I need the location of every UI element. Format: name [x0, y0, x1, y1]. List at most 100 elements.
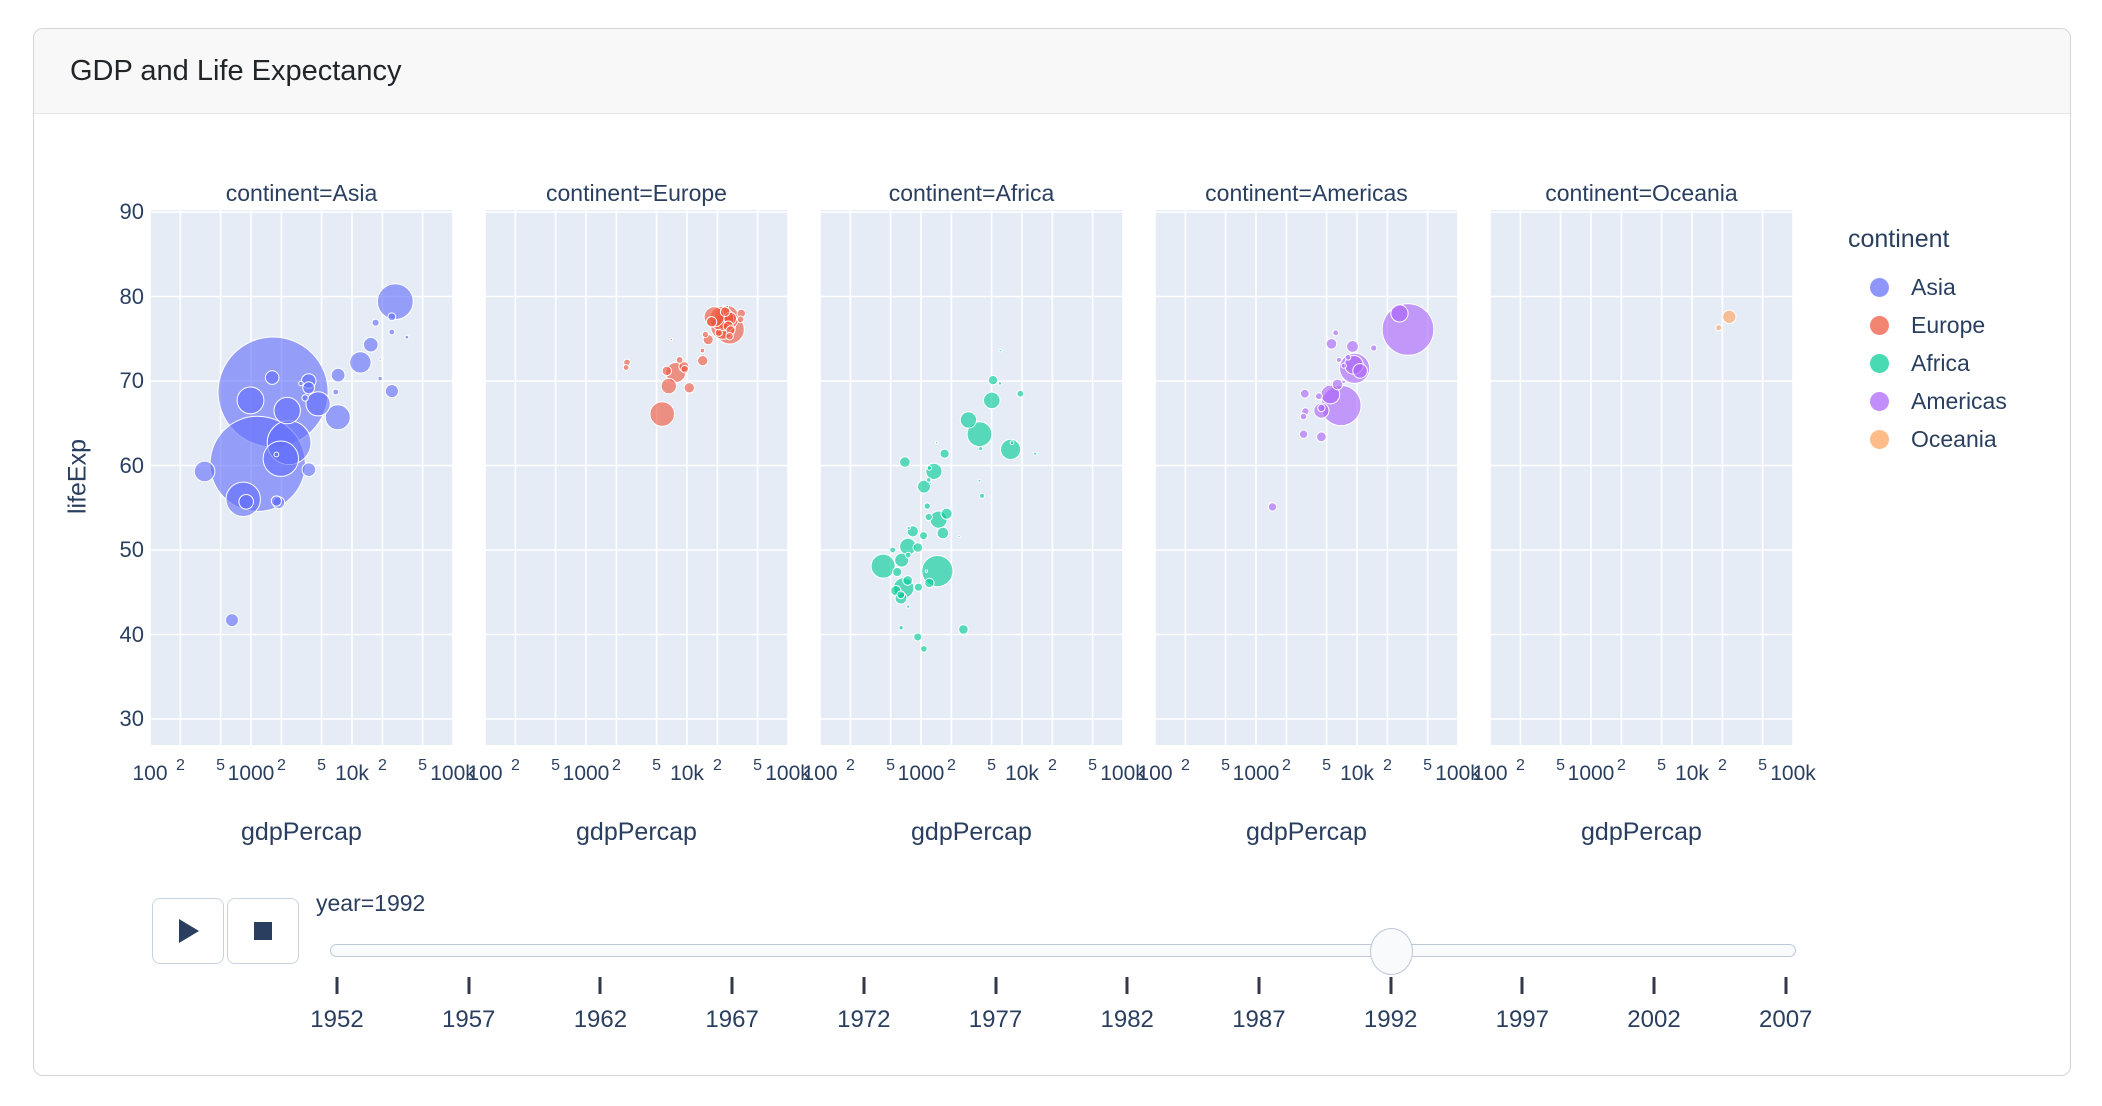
facet-plot-oceania[interactable] [1490, 210, 1793, 745]
bubble-europe[interactable] [669, 337, 674, 342]
bubble-europe[interactable] [736, 315, 745, 324]
bubble-americas[interactable] [1299, 412, 1308, 421]
play-button[interactable] [152, 898, 224, 964]
bubble-africa[interactable] [892, 566, 903, 578]
legend-item-africa[interactable]: Africa [1848, 344, 2007, 382]
bubble-africa[interactable] [906, 604, 911, 609]
bubble-europe[interactable] [697, 355, 709, 367]
bubble-europe[interactable] [705, 316, 718, 328]
bubble-africa[interactable] [904, 551, 912, 559]
bubble-europe[interactable] [675, 356, 684, 364]
bubble-americas[interactable] [1316, 431, 1327, 443]
bubble-americas[interactable] [1390, 304, 1409, 323]
legend-item-europe[interactable]: Europe [1848, 306, 2007, 344]
bubble-asia[interactable] [193, 460, 216, 483]
bubble-americas[interactable] [1332, 329, 1340, 337]
bubble-asia[interactable] [264, 370, 280, 385]
bubble-americas[interactable] [1340, 362, 1347, 369]
bubble-africa[interactable] [924, 577, 935, 589]
slider-tick-label[interactable]: 1962 [573, 1006, 628, 1033]
slider-tick-label[interactable]: 1977 [968, 1006, 1023, 1033]
stop-button[interactable] [227, 898, 299, 964]
bubble-asia[interactable] [236, 386, 265, 415]
bubble-asia[interactable] [238, 494, 254, 510]
bubble-africa[interactable] [934, 441, 939, 445]
bubble-africa[interactable] [978, 446, 984, 452]
slider-tick-label[interactable]: 1957 [441, 1006, 496, 1033]
bubble-americas[interactable] [1344, 354, 1352, 361]
bubble-americas[interactable] [1352, 363, 1368, 379]
bubble-africa[interactable] [979, 492, 985, 499]
bubble-oceania[interactable] [1715, 324, 1723, 332]
bubble-americas[interactable] [1299, 388, 1310, 399]
bubble-asia[interactable] [349, 351, 372, 374]
bubble-europe[interactable] [719, 306, 731, 317]
bubble-africa[interactable] [913, 582, 924, 592]
bubble-europe[interactable] [622, 364, 630, 371]
slider-tick-label[interactable]: 1982 [1100, 1006, 1154, 1033]
bubble-africa[interactable] [939, 448, 950, 459]
bubble-africa[interactable] [998, 348, 1003, 353]
slider-tick-label[interactable]: 1987 [1232, 1006, 1286, 1033]
slider-tick-label[interactable]: 2007 [1758, 1006, 1813, 1033]
bubble-africa[interactable] [899, 456, 911, 468]
bubble-africa[interactable] [925, 477, 932, 483]
bubble-africa[interactable] [1033, 451, 1038, 456]
bubble-asia[interactable] [387, 312, 397, 322]
bubble-africa[interactable] [958, 624, 969, 635]
bubble-asia[interactable] [332, 388, 340, 396]
facet-plot-africa[interactable] [820, 210, 1123, 745]
bubble-africa[interactable] [940, 507, 953, 520]
bubble-africa[interactable] [983, 391, 1001, 410]
bubble-africa[interactable] [957, 534, 961, 539]
bubble-africa[interactable] [912, 542, 924, 553]
bubble-africa[interactable] [889, 546, 897, 554]
bubble-africa[interactable] [924, 512, 933, 522]
bubble-africa[interactable] [923, 502, 931, 510]
bubble-asia[interactable] [371, 318, 380, 327]
bubble-asia[interactable] [377, 375, 383, 382]
bubble-asia[interactable] [363, 336, 379, 353]
bubble-europe[interactable] [660, 377, 678, 395]
bubble-europe[interactable] [683, 382, 696, 394]
bubble-americas[interactable] [1325, 338, 1338, 350]
bubble-africa[interactable] [987, 375, 999, 386]
slider-tick-label[interactable]: 1967 [705, 1006, 759, 1033]
bubble-europe[interactable] [699, 347, 706, 354]
bubble-asia[interactable] [376, 283, 414, 320]
bubble-asia[interactable] [302, 381, 316, 395]
bubble-asia[interactable] [273, 451, 280, 458]
bubble-africa[interactable] [924, 569, 929, 573]
bubble-africa[interactable] [919, 531, 928, 541]
bubble-europe[interactable] [725, 304, 730, 309]
bubble-americas[interactable] [1315, 392, 1323, 401]
bubble-asia[interactable] [301, 462, 317, 478]
facet-plot-asia[interactable] [150, 210, 453, 745]
bubble-americas[interactable] [1335, 356, 1342, 363]
bubble-africa[interactable] [928, 481, 933, 485]
bubble-africa[interactable] [1009, 440, 1015, 445]
facet-plot-americas[interactable] [1155, 210, 1458, 745]
bubble-americas[interactable] [1341, 379, 1346, 385]
year-slider-track[interactable] [330, 944, 1796, 957]
slider-tick-label[interactable]: 1997 [1495, 1006, 1549, 1033]
bubble-americas[interactable] [1267, 502, 1278, 512]
bubble-asia[interactable] [305, 391, 331, 417]
bubble-africa[interactable] [898, 625, 904, 631]
bubble-africa[interactable] [913, 632, 923, 642]
bubble-asia[interactable] [301, 394, 309, 402]
legend-item-oceania[interactable]: Oceania [1848, 420, 2007, 458]
legend-item-americas[interactable]: Americas [1848, 382, 2007, 420]
bubble-africa[interactable] [896, 590, 906, 600]
bubble-asia[interactable] [384, 384, 399, 399]
bubble-asia[interactable] [225, 613, 239, 628]
slider-tick-label[interactable]: 1972 [837, 1006, 891, 1033]
bubble-africa[interactable] [920, 645, 928, 653]
year-slider-handle[interactable] [1370, 928, 1414, 975]
bubble-europe[interactable] [725, 332, 734, 341]
bubble-asia[interactable] [298, 380, 304, 387]
bubble-asia[interactable] [388, 328, 396, 336]
bubble-europe[interactable] [680, 365, 689, 374]
bubble-asia[interactable] [378, 357, 382, 361]
bubble-americas[interactable] [1346, 340, 1359, 353]
